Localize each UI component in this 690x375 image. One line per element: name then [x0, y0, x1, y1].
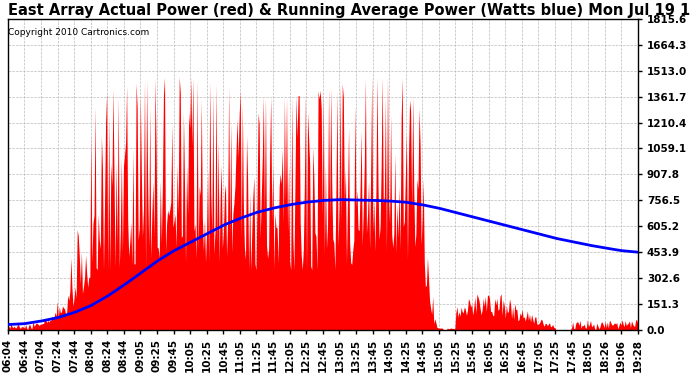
Text: East Array Actual Power (red) & Running Average Power (Watts blue) Mon Jul 19 19: East Array Actual Power (red) & Running … — [8, 3, 690, 18]
Text: Copyright 2010 Cartronics.com: Copyright 2010 Cartronics.com — [8, 28, 150, 37]
